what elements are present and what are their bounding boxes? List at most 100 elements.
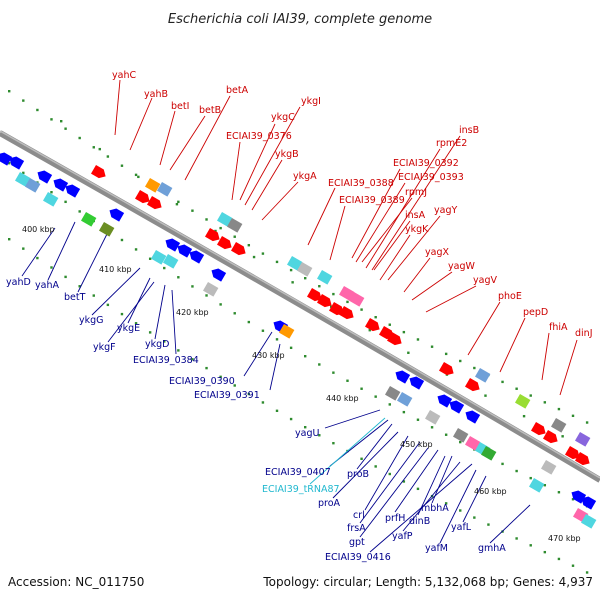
tick-dot <box>177 349 180 352</box>
gene-label-yahC: yahC <box>112 70 136 81</box>
leader-line <box>171 289 177 355</box>
tick-dot <box>261 329 265 332</box>
gene-label-ykgK: ykgK <box>405 224 429 235</box>
leader-line <box>489 504 531 544</box>
tick-dot <box>247 244 251 247</box>
tick-dot <box>304 355 307 358</box>
tick-dot <box>64 275 67 279</box>
forward-gene-arrow <box>329 302 344 316</box>
tick-dot <box>8 90 11 93</box>
tick-dot <box>346 300 349 304</box>
leader-line <box>251 159 283 211</box>
forward-gene-arrow <box>307 288 322 302</box>
gene-block <box>203 282 219 297</box>
leader-line <box>394 449 439 513</box>
accession-text: Accession: NC_011750 <box>8 575 144 589</box>
tick-dot <box>175 203 179 206</box>
reverse-gene-arrow <box>9 156 25 170</box>
tick-dot <box>106 303 110 307</box>
tick-dot <box>219 303 222 306</box>
leader-line <box>439 469 477 544</box>
gene-label-ykgF: ykgF <box>93 342 116 353</box>
tick-dot <box>430 426 434 429</box>
tick-dot <box>291 281 294 284</box>
tick-dot <box>585 571 589 574</box>
tick-dot <box>64 200 67 204</box>
leader-line <box>355 182 406 263</box>
tick-dot <box>304 277 307 280</box>
reverse-gene-arrow <box>53 178 69 192</box>
leader-line <box>154 284 166 340</box>
tick-dot <box>360 308 363 311</box>
gene-block <box>25 178 41 193</box>
gene-label-ykgD: ykgD <box>145 339 169 350</box>
tick-dot <box>330 305 333 308</box>
reverse-gene-arrow <box>0 152 13 166</box>
forward-gene-arrow <box>339 306 354 320</box>
leader-line <box>107 281 155 343</box>
leader-line <box>351 168 401 259</box>
tick-dot <box>543 401 547 404</box>
tick-dot <box>261 401 265 404</box>
gene-label-proA: proA <box>318 498 341 509</box>
leader-line <box>559 339 578 396</box>
forward-gene-arrow <box>387 332 402 346</box>
tick-dot <box>407 351 410 354</box>
forward-gene-arrow <box>205 228 220 242</box>
scale-label-430: 430 kbp <box>252 351 285 360</box>
gene-block <box>481 446 497 461</box>
gene-label-proB: proB <box>347 469 369 480</box>
leader-line <box>239 123 276 201</box>
tick-dot <box>261 252 265 255</box>
tick-dot <box>50 266 53 269</box>
tick-dot <box>233 312 236 315</box>
tick-dot <box>332 371 335 374</box>
reverse-gene-arrow <box>465 410 481 424</box>
gene-label-yafP: yafP <box>392 531 413 542</box>
gene-block <box>551 417 567 433</box>
tick-dot <box>275 338 279 341</box>
tick-dot <box>473 366 476 370</box>
gene-block <box>339 285 355 301</box>
leader-line <box>77 231 109 293</box>
tick-dot <box>275 409 279 413</box>
tick-dot <box>318 284 321 288</box>
leader-line <box>379 234 411 281</box>
tick-dot <box>137 175 140 179</box>
gene-label-yafM: yafM <box>425 543 448 554</box>
tick-dot <box>388 403 391 406</box>
gene-block <box>15 172 31 187</box>
tick-dot <box>60 120 63 123</box>
map-title: Escherichia coli IAI39, complete genome <box>168 12 432 27</box>
gene-label-betB: betB <box>199 105 221 116</box>
leader-line <box>411 271 453 301</box>
gene-label-ECIAI39_0384: ECIAI39_0384 <box>133 355 199 366</box>
tick-dot <box>148 257 152 260</box>
tick-dot <box>318 363 321 366</box>
reverse-gene-arrow <box>581 496 597 510</box>
reverse-gene-arrow <box>395 370 411 384</box>
gene-block <box>397 392 413 407</box>
reverse-gene-arrow <box>189 250 205 264</box>
tick-dot <box>106 155 110 158</box>
tick-dot <box>571 414 575 418</box>
tick-dot <box>177 200 180 204</box>
tick-dot <box>522 414 526 418</box>
tick-dot <box>557 491 561 494</box>
tick-dot <box>78 136 81 140</box>
gene-label-phoE: phoE <box>498 291 522 302</box>
tick-dot <box>459 359 462 363</box>
gene-features <box>0 152 597 529</box>
scale-label-470: 470 kbp <box>548 534 581 543</box>
gene-label-ECIAI39_0390: ECIAI39_0390 <box>169 376 235 387</box>
tick-dot <box>36 108 39 112</box>
leader-line <box>159 110 176 166</box>
gene-block <box>43 192 59 207</box>
tick-dot <box>289 268 293 272</box>
leader-line <box>329 205 346 261</box>
tick-dot <box>515 469 518 473</box>
gene-label-ECIAI39_tRNA87: ECIAI39_tRNA87 <box>262 484 340 495</box>
gene-block <box>349 291 365 307</box>
tick-dot <box>8 238 11 241</box>
gene-label-ykgI: ykgI <box>301 96 321 107</box>
